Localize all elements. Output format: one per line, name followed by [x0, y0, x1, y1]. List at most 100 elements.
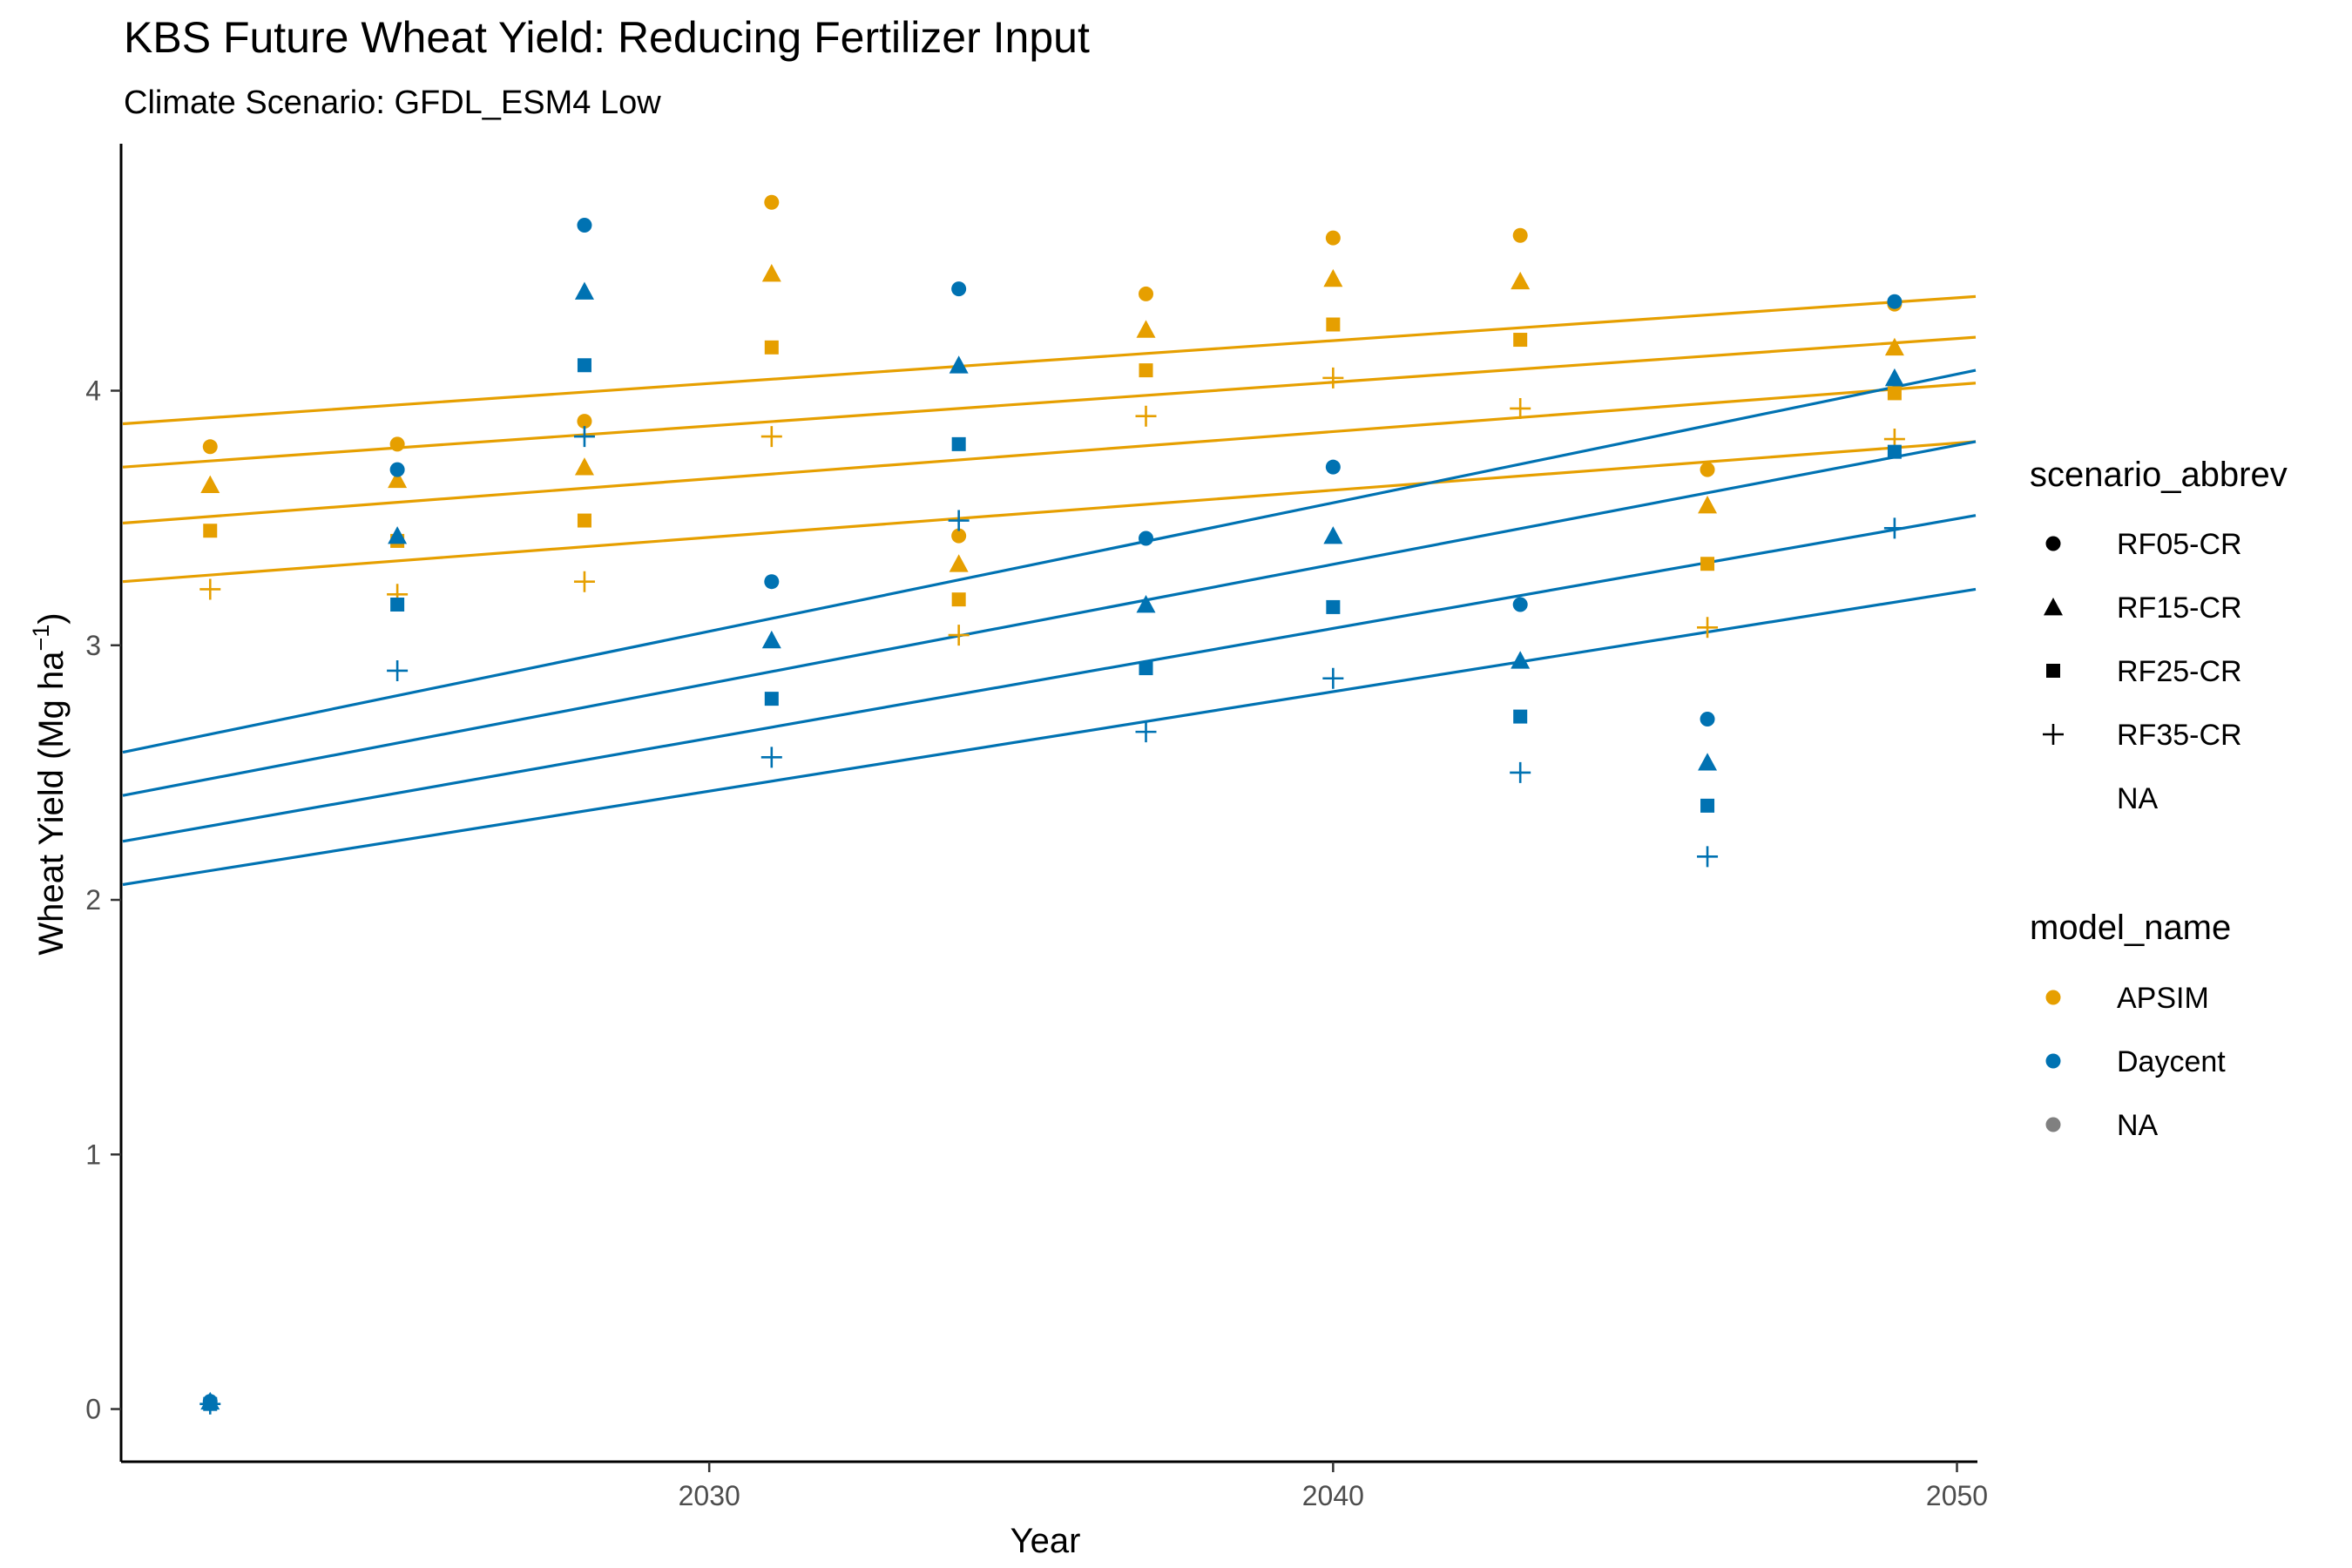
point-apsim-rf05-cr-2034	[951, 528, 967, 544]
point-daycent-rf15-cr-2043	[1511, 651, 1531, 669]
legend-label-rf15-cr: RF15-CR	[2117, 591, 2242, 625]
point-daycent-rf35-cr-2037	[1135, 721, 1157, 743]
legend-key-rf15-cr	[2044, 598, 2063, 616]
legend-key-rf35-cr	[2043, 724, 2064, 745]
point-apsim-rf25-cr-2031	[764, 340, 779, 355]
trend-line-apsim-rf35-cr	[122, 440, 1977, 584]
point-daycent-rf15-cr-2049	[1884, 368, 1904, 387]
point-apsim-rf25-cr-2037	[1139, 363, 1153, 378]
point-apsim-rf35-cr-2037	[1135, 405, 1157, 427]
trend-line-apsim-rf25-cr	[122, 382, 1977, 525]
point-apsim-rf15-cr-2022	[200, 475, 220, 493]
point-daycent-rf25-cr-2043	[1513, 709, 1528, 724]
point-daycent-rf05-cr-2031	[764, 574, 780, 590]
point-daycent-rf25-cr-2046	[1700, 798, 1715, 813]
legend-key-rf25-cr	[2046, 664, 2060, 678]
trend-line-apsim-rf15-cr	[122, 335, 1977, 469]
point-daycent-rf15-cr-2025	[388, 526, 408, 544]
point-daycent-rf25-cr-2037	[1139, 661, 1153, 676]
point-apsim-rf25-cr-2046	[1700, 557, 1715, 571]
y-tick-label-1: 1	[85, 1139, 101, 1170]
point-daycent-rf15-cr-2040	[1323, 526, 1343, 544]
point-apsim-rf35-cr-2034	[948, 625, 970, 646]
legend-scenario: scenario_abbrev RF05-CR RF15-CR RF25-CR RF3…	[2030, 456, 2288, 815]
chart-subtitle: Climate Scenario: GFDL_ESM4 Low	[124, 84, 661, 121]
legend-key-daycent	[2045, 1053, 2061, 1069]
x-tick-label-2050: 2050	[1926, 1480, 1988, 1511]
point-daycent-rf35-cr-2046	[1697, 846, 1719, 868]
legend-label-na: NA	[2117, 1109, 2159, 1142]
point-apsim-rf15-cr-2049	[1884, 337, 1904, 356]
y-axis-title-main: Wheat Yield (Mg ha	[32, 651, 71, 956]
point-apsim-rf05-cr-2040	[1325, 230, 1341, 246]
legend-key-apsim	[2045, 990, 2061, 1005]
point-apsim-rf05-cr-2037	[1139, 286, 1154, 301]
point-daycent-rf15-cr-2046	[1698, 753, 1718, 771]
point-apsim-rf35-cr-2043	[1510, 397, 1531, 419]
point-apsim-rf15-cr-2028	[574, 457, 594, 476]
x-tick-label-2030: 2030	[679, 1480, 740, 1511]
y-axis-title-close: )	[32, 612, 71, 624]
point-daycent-rf25-cr-2049	[1887, 444, 1902, 459]
point-daycent-rf05-cr-2049	[1887, 294, 1903, 309]
y-axis-ticks: 0 1 2 3 4	[85, 375, 121, 1425]
point-apsim-rf25-cr-2040	[1326, 317, 1341, 332]
point-daycent-rf35-cr-2031	[760, 747, 782, 768]
y-tick-label-2: 2	[85, 884, 101, 916]
legend-label-na: NA	[2117, 782, 2159, 815]
plot-area	[122, 194, 1977, 1415]
y-axis-title: Wheat Yield (Mg ha−1)	[28, 612, 71, 955]
legend-label-apsim: APSIM	[2117, 982, 2209, 1015]
chart-title: KBS Future Wheat Yield: Reducing Fertili…	[124, 13, 1090, 62]
point-apsim-rf05-cr-2025	[389, 436, 405, 452]
point-daycent-rf35-cr-2025	[387, 659, 409, 681]
point-daycent-rf15-cr-2028	[574, 281, 594, 300]
trend-line-daycent-rf25-cr	[122, 514, 1977, 843]
point-daycent-rf25-cr-2034	[951, 436, 966, 451]
x-tick-label-2040: 2040	[1302, 1480, 1364, 1511]
point-apsim-rf15-cr-2031	[761, 264, 781, 282]
trend-line-apsim-rf05-cr	[122, 294, 1977, 426]
y-tick-label-0: 0	[85, 1394, 101, 1425]
point-apsim-rf25-cr-2049	[1887, 386, 1902, 401]
point-apsim-rf05-cr-2028	[577, 414, 592, 429]
legend-label-rf25-cr: RF25-CR	[2117, 655, 2242, 688]
point-apsim-rf05-cr-2046	[1700, 462, 1715, 477]
point-daycent-rf05-cr-2028	[577, 218, 592, 233]
point-daycent-rf05-cr-2034	[951, 281, 967, 297]
point-apsim-rf25-cr-2028	[577, 513, 591, 528]
point-apsim-rf15-cr-2037	[1136, 320, 1156, 338]
point-daycent-rf35-cr-2028	[573, 426, 595, 448]
legend-model-title: model_name	[2030, 909, 2231, 947]
point-apsim-rf15-cr-2043	[1511, 271, 1531, 290]
trend-line-daycent-rf15-cr	[122, 440, 1977, 797]
trend-line-daycent-rf05-cr	[122, 368, 1977, 754]
point-daycent-rf05-cr-2037	[1139, 531, 1154, 546]
point-apsim-rf15-cr-2046	[1698, 496, 1718, 514]
legend-key-rf05-cr	[2045, 536, 2061, 551]
legend-label-daycent: Daycent	[2117, 1045, 2226, 1078]
point-apsim-rf15-cr-2025	[388, 470, 408, 489]
point-apsim-rf15-cr-2034	[949, 554, 969, 572]
point-daycent-rf05-cr-2025	[389, 462, 405, 477]
point-daycent-rf15-cr-2034	[949, 355, 969, 374]
point-daycent-rf35-cr-2022	[199, 1393, 221, 1415]
point-daycent-rf25-cr-2028	[577, 358, 591, 373]
point-apsim-rf35-cr-2028	[573, 571, 595, 592]
point-apsim-rf15-cr-2040	[1323, 268, 1343, 287]
x-axis-ticks: 2030 2040 2050	[679, 1462, 1988, 1511]
y-axis-title-superscript: −1	[28, 625, 54, 652]
point-apsim-rf05-cr-2043	[1512, 227, 1528, 243]
point-daycent-rf35-cr-2043	[1510, 761, 1531, 783]
point-apsim-rf35-cr-2031	[760, 426, 782, 448]
point-apsim-rf05-cr-2022	[202, 439, 218, 455]
trend-line-daycent-rf35-cr	[122, 587, 1977, 887]
y-tick-label-3: 3	[85, 630, 101, 661]
point-daycent-rf05-cr-2040	[1325, 459, 1341, 475]
point-apsim-rf35-cr-2046	[1697, 617, 1719, 639]
point-apsim-rf35-cr-2040	[1322, 367, 1344, 389]
point-daycent-rf05-cr-2046	[1700, 712, 1715, 727]
legend-model: model_name APSIM Daycent NA	[2030, 909, 2231, 1142]
point-apsim-rf35-cr-2022	[199, 578, 221, 600]
